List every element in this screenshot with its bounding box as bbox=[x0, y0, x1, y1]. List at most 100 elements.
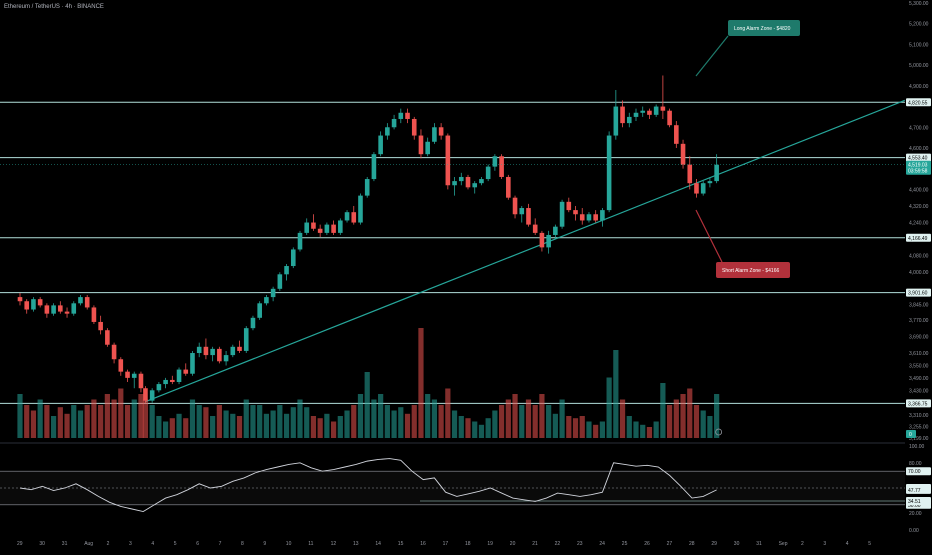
candle-body bbox=[667, 110, 672, 126]
volume-bar bbox=[189, 399, 196, 438]
candle bbox=[573, 205, 578, 221]
candle-body bbox=[297, 232, 303, 250]
volume-bar bbox=[633, 421, 639, 438]
trendline bbox=[145, 99, 906, 403]
time-axis-tick: 30 bbox=[39, 541, 45, 547]
level-4166-tag bbox=[906, 233, 931, 242]
candle-body bbox=[438, 127, 444, 136]
level-3901-label: 3,901.60 bbox=[908, 291, 928, 297]
current-price-tag bbox=[906, 160, 931, 175]
time-axis-tick: 3 bbox=[823, 541, 826, 547]
candle-body bbox=[714, 164, 719, 182]
candle-body bbox=[217, 348, 222, 362]
candle bbox=[566, 197, 572, 213]
candle bbox=[196, 342, 202, 358]
candle bbox=[586, 212, 592, 223]
price-axis-tick: 5,300.00 bbox=[909, 1, 929, 7]
price-axis-tick: 4,900.00 bbox=[909, 84, 929, 90]
candle bbox=[499, 154, 504, 180]
volume-bar bbox=[183, 418, 189, 438]
level-4553-tag bbox=[906, 153, 931, 162]
volume-bar bbox=[351, 405, 357, 438]
candle-body bbox=[37, 299, 43, 306]
candle-body bbox=[519, 208, 525, 215]
volume-bar bbox=[142, 399, 149, 438]
candle bbox=[118, 357, 124, 376]
price-axis-tick: 4,700.00 bbox=[909, 125, 929, 131]
level-4820-tag bbox=[906, 98, 931, 107]
candle-body bbox=[606, 135, 612, 211]
volume-bar bbox=[317, 418, 323, 438]
price-axis-tick: 4,080.00 bbox=[909, 254, 929, 260]
volume-bar bbox=[310, 416, 317, 438]
candle bbox=[385, 123, 390, 140]
time-axis-tick: 11 bbox=[308, 541, 313, 547]
candle-body bbox=[472, 183, 478, 188]
candle-body bbox=[465, 176, 471, 188]
candle bbox=[606, 131, 612, 213]
candle bbox=[331, 220, 336, 235]
candle-body bbox=[398, 112, 404, 119]
volume-bar bbox=[673, 399, 679, 438]
candle bbox=[398, 108, 404, 124]
candle bbox=[78, 295, 83, 306]
price-axis-tick: 5,200.00 bbox=[909, 22, 929, 28]
candle bbox=[479, 176, 484, 186]
candle bbox=[485, 164, 491, 182]
candle-body bbox=[277, 274, 283, 289]
volume-bar bbox=[451, 410, 458, 438]
volume-bar bbox=[263, 413, 269, 438]
volume-bar bbox=[613, 350, 619, 438]
volume-bar bbox=[546, 405, 552, 438]
candle-body bbox=[620, 106, 625, 124]
candle bbox=[156, 382, 162, 393]
candle-body bbox=[579, 214, 585, 221]
candle-body bbox=[647, 110, 652, 115]
candle-body bbox=[170, 379, 175, 383]
candle-body bbox=[425, 141, 430, 155]
price-axis-tick: 4,400.00 bbox=[909, 187, 929, 193]
volume-bar bbox=[210, 416, 216, 438]
candle-body bbox=[586, 214, 592, 221]
candle-body bbox=[694, 183, 699, 194]
rsi-axis-tick: 0.00 bbox=[909, 528, 919, 534]
candle-body bbox=[512, 197, 518, 215]
volume-bar bbox=[572, 418, 579, 438]
candle bbox=[680, 139, 686, 169]
volume-bar bbox=[98, 405, 104, 438]
candle-body bbox=[98, 321, 103, 331]
candle-body bbox=[131, 373, 137, 378]
level-4166-label: 4,166.49 bbox=[908, 236, 928, 242]
candle-body bbox=[445, 135, 451, 186]
candle bbox=[539, 230, 545, 252]
volume-bar bbox=[438, 405, 444, 438]
candle bbox=[438, 123, 444, 140]
time-axis-tick: 27 bbox=[667, 541, 673, 547]
candle-body bbox=[24, 301, 30, 310]
candle bbox=[425, 137, 430, 157]
volume-bar bbox=[519, 405, 525, 438]
candle-body bbox=[546, 234, 551, 248]
volume-bar bbox=[64, 413, 70, 438]
volume-bar bbox=[24, 405, 30, 438]
candle-body bbox=[700, 183, 706, 194]
time-axis-tick: 6 bbox=[196, 541, 199, 547]
candle bbox=[290, 247, 296, 269]
time-axis-tick: Sep bbox=[779, 541, 788, 547]
candle-body bbox=[351, 212, 357, 223]
candle bbox=[707, 176, 713, 188]
volume-bar bbox=[243, 399, 249, 438]
short-callout-box bbox=[716, 262, 790, 278]
time-axis-tick: 22 bbox=[555, 541, 561, 547]
candle-body bbox=[203, 346, 209, 356]
candle-body bbox=[526, 208, 531, 225]
volume-bar bbox=[552, 413, 558, 438]
candle-body bbox=[176, 369, 182, 383]
candle-body bbox=[196, 346, 202, 354]
candle bbox=[210, 346, 215, 362]
candle bbox=[264, 295, 269, 306]
candle bbox=[338, 218, 343, 235]
candle-body bbox=[149, 390, 155, 401]
candle-body bbox=[290, 249, 296, 267]
